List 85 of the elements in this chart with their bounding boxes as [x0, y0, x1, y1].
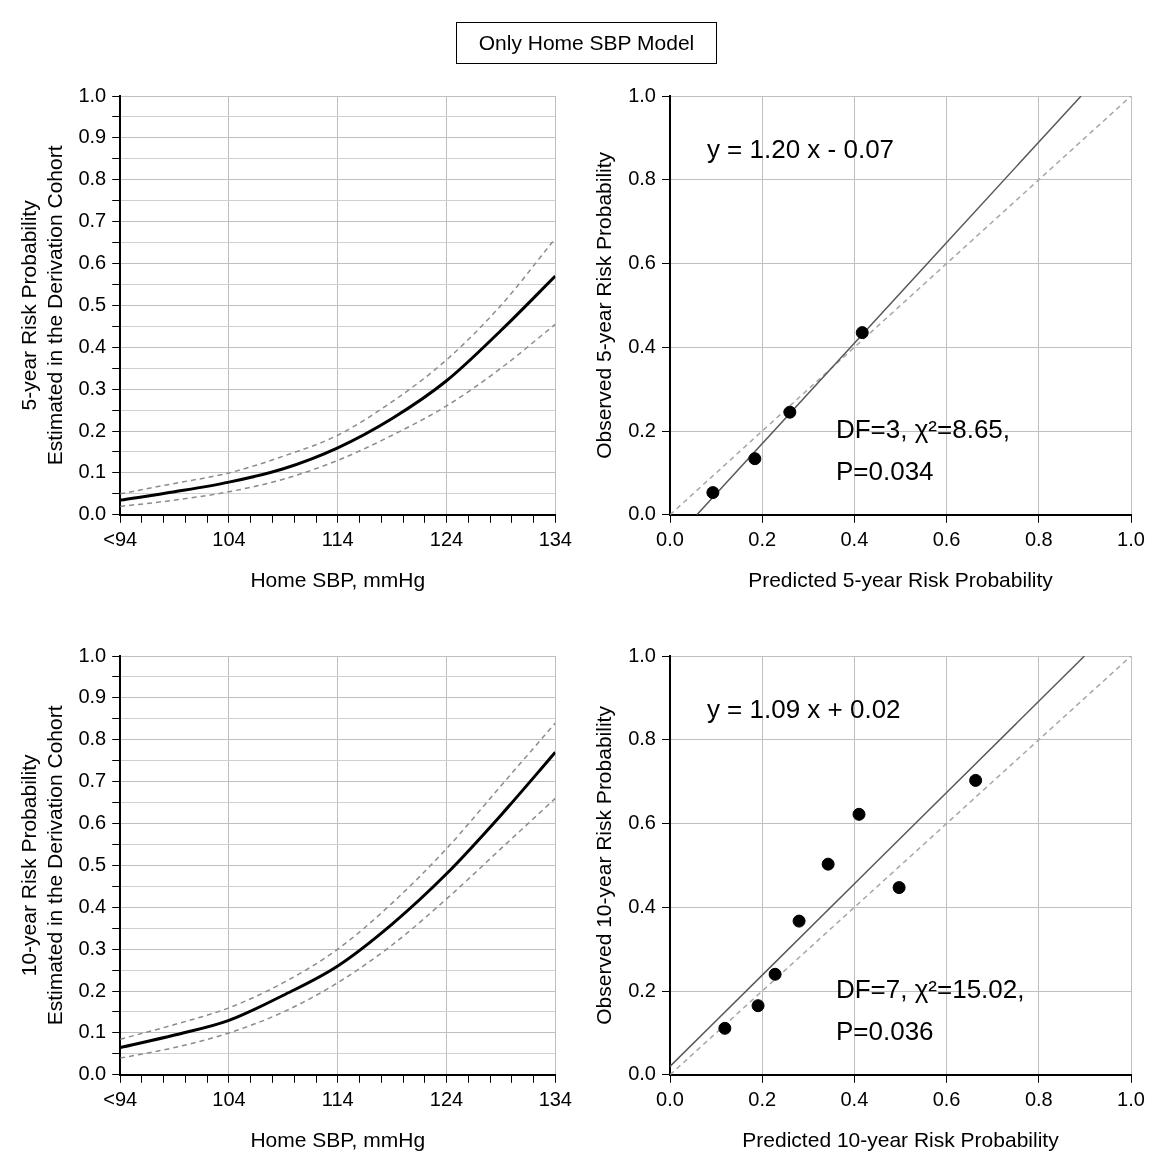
y-tick-label: 0.7 — [78, 769, 107, 792]
annotation: P=0.034 — [835, 456, 934, 487]
point — [969, 773, 983, 787]
y-tick-label: 0.2 — [628, 978, 656, 1001]
y-tick-label: 0.6 — [628, 251, 656, 274]
x-tick-label: 0.0 — [656, 1088, 684, 1111]
x-tick-label: 0.0 — [656, 528, 684, 551]
annotation: y = 1.09 x + 0.02 — [706, 693, 901, 724]
y-tick-label: 0.8 — [78, 727, 107, 750]
y-tick-label: 0.4 — [78, 894, 107, 917]
point — [706, 486, 720, 500]
x-tick-label: 0.8 — [1024, 1088, 1053, 1111]
y-tick-label: 0.9 — [78, 125, 107, 148]
y-axis-title: Observed 10-year Risk Probability — [592, 705, 616, 1025]
x-tick-label: <94 — [103, 1088, 138, 1111]
y-tick-label: 1.0 — [628, 83, 656, 106]
y-tick-label: 0.5 — [78, 852, 107, 875]
y-tick-label: 0.8 — [628, 727, 656, 750]
point — [821, 857, 835, 871]
point — [792, 914, 806, 928]
point — [855, 326, 869, 340]
x-tick-label: 0.8 — [1024, 528, 1053, 551]
x-tick-label: 1.0 — [1117, 528, 1145, 551]
y-tick-label: 0.7 — [78, 209, 107, 232]
x-tick-label: 1.0 — [1117, 1088, 1145, 1111]
y-tick-label: 0.0 — [628, 1062, 656, 1085]
annotation: y = 1.20 x - 0.07 — [706, 133, 895, 164]
line-series — [120, 797, 556, 1059]
point — [748, 452, 762, 466]
y-tick-label: 0.5 — [78, 292, 107, 315]
x-tick-label: 134 — [538, 528, 572, 551]
y-tick-label: 1.0 — [78, 83, 107, 106]
x-axis-title: Home SBP, mmHg — [250, 568, 426, 592]
x-tick-label: 0.6 — [932, 1088, 961, 1111]
y-tick-label: 0.2 — [628, 418, 656, 441]
y-tick-label: 0.3 — [78, 936, 107, 959]
y-axis-title: 10-year Risk Probability Estimated in the Derivation Cohort — [17, 705, 66, 1026]
y-tick-label: 0.6 — [628, 811, 656, 834]
y-tick-label: 0.0 — [78, 1062, 107, 1085]
annotation: P=0.036 — [835, 1016, 934, 1047]
y-tick-label: 0.6 — [78, 251, 107, 274]
x-tick-label: 0.2 — [748, 1088, 777, 1111]
point — [783, 405, 797, 419]
x-tick-label: 104 — [212, 528, 246, 551]
x-tick-label: 124 — [429, 528, 464, 551]
y-tick-label: 0.2 — [78, 418, 107, 441]
x-tick-label: 0.2 — [748, 528, 777, 551]
y-tick-label: 0.8 — [78, 167, 107, 190]
line-series — [120, 323, 556, 508]
x-tick-label: 0.4 — [840, 528, 869, 551]
x-tick-label: 124 — [429, 1088, 464, 1111]
point — [852, 807, 866, 821]
x-tick-label: 114 — [321, 528, 354, 551]
y-tick-label: 0.3 — [78, 376, 107, 399]
y-tick-label: 0.1 — [78, 1020, 107, 1043]
x-tick-label: 114 — [321, 1088, 354, 1111]
x-tick-label: 0.6 — [932, 528, 961, 551]
x-tick-label: 134 — [538, 1088, 572, 1111]
point — [751, 999, 765, 1013]
y-tick-label: 0.4 — [628, 894, 656, 917]
y-tick-label: 1.0 — [78, 643, 107, 666]
y-tick-label: 0.9 — [78, 685, 107, 708]
y-tick-label: 0.2 — [78, 978, 107, 1001]
y-tick-label: 0.8 — [628, 167, 656, 190]
chart-title: Only Home SBP Model — [455, 22, 718, 64]
x-tick-label: 0.4 — [840, 1088, 869, 1111]
x-axis-title: Predicted 5-year Risk Probability — [748, 568, 1054, 592]
point — [892, 881, 906, 895]
x-tick-label: 104 — [212, 1088, 246, 1111]
x-tick-label: <94 — [103, 528, 138, 551]
y-axis-title: 5-year Risk Probability Estimated in the Derivation Cohort — [17, 145, 66, 466]
annotation: DF=7, χ²=15.02, — [835, 974, 1025, 1005]
point — [718, 1021, 732, 1035]
y-tick-label: 0.6 — [78, 811, 107, 834]
y-tick-label: 0.1 — [78, 460, 107, 483]
y-tick-label: 0.0 — [628, 502, 656, 525]
y-tick-label: 1.0 — [628, 643, 656, 666]
point — [768, 967, 782, 981]
y-tick-label: 0.4 — [78, 334, 107, 357]
y-tick-label: 0.0 — [78, 502, 107, 525]
x-axis-title: Home SBP, mmHg — [250, 1128, 426, 1152]
y-axis-title: Observed 5-year Risk Probability — [592, 151, 616, 459]
x-axis-title: Predicted 10-year Risk Probability — [742, 1128, 1060, 1152]
y-tick-label: 0.4 — [628, 334, 656, 357]
annotation: DF=3, χ²=8.65, — [835, 414, 1011, 445]
